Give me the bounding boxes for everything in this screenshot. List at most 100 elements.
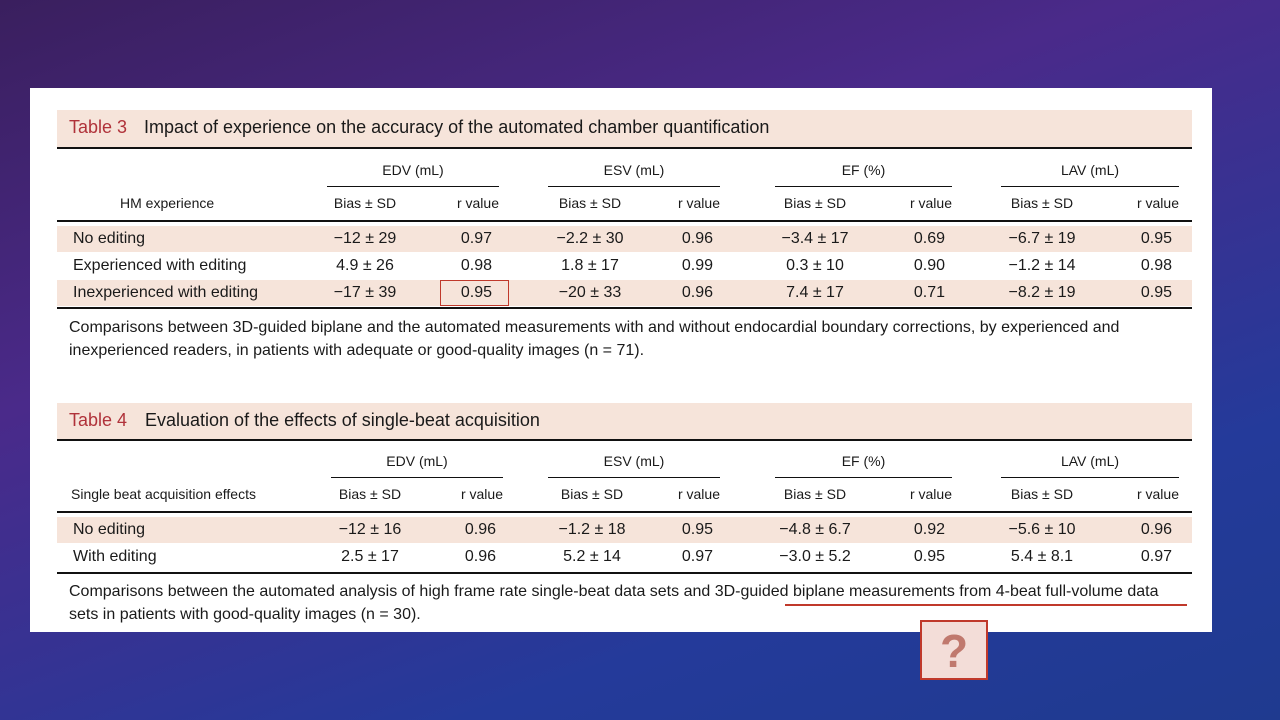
column-header: r value — [1136, 485, 1179, 502]
cell: 0.97 — [681, 548, 713, 565]
cell: 0.95 — [460, 284, 492, 301]
group-rule — [1001, 477, 1179, 478]
row-header: HM experience — [120, 194, 215, 211]
cell: 0.3 ± 10 — [786, 257, 844, 274]
row-label: No editing — [73, 521, 146, 538]
group-rule — [1001, 186, 1179, 187]
column-header: r value — [909, 194, 952, 211]
column-header: Bias ± SD — [560, 485, 624, 502]
row-label: Experienced with editing — [73, 257, 247, 274]
highlight-box — [440, 280, 509, 306]
column-header: r value — [456, 194, 499, 211]
column-header: Bias ± SD — [338, 485, 402, 502]
cell: −3.4 ± 17 — [781, 230, 849, 247]
cell: 2.5 ± 17 — [341, 548, 399, 565]
column-header: Bias ± SD — [1010, 194, 1074, 211]
group-header: EF (%) — [841, 453, 886, 469]
question-mark: ? — [939, 625, 969, 677]
cell: 4.9 ± 26 — [336, 257, 394, 274]
cell: −3.0 ± 5.2 — [779, 548, 851, 565]
column-header: Bias ± SD — [783, 485, 847, 502]
cell: 0.95 — [681, 521, 713, 538]
group-rule — [775, 186, 952, 187]
row-label: With editing — [73, 548, 157, 565]
title-band — [57, 110, 1192, 148]
cell: 0.97 — [1140, 548, 1172, 565]
table-label: Table 3 — [69, 117, 128, 137]
question-box: ? — [920, 620, 988, 680]
column-header: r value — [460, 485, 503, 502]
rule — [57, 572, 1192, 574]
cell: 1.8 ± 17 — [561, 257, 619, 274]
rule — [57, 439, 1192, 441]
highlight-underline — [785, 604, 1187, 606]
group-rule — [548, 186, 720, 187]
group-header: EDV (mL) — [382, 162, 444, 178]
cell: 0.96 — [464, 548, 496, 565]
cell: 0.95 — [1140, 284, 1172, 301]
cell: 0.90 — [913, 257, 945, 274]
group-header: ESV (mL) — [603, 162, 665, 178]
cell: −20 ± 33 — [558, 284, 622, 301]
group-header: LAV (mL) — [1060, 162, 1120, 178]
cell: −8.2 ± 19 — [1008, 284, 1076, 301]
column-header: Bias ± SD — [558, 194, 622, 211]
group-rule — [775, 477, 952, 478]
table-label: Table 4 — [69, 410, 128, 430]
cell: 0.92 — [913, 521, 945, 538]
cell: 0.71 — [913, 284, 945, 301]
column-header: Bias ± SD — [1010, 485, 1074, 502]
cell: −2.2 ± 30 — [556, 230, 624, 247]
cell: −1.2 ± 18 — [558, 521, 626, 538]
cell: 0.95 — [1140, 230, 1172, 247]
row-header: Single beat acquisition effects — [71, 485, 256, 502]
rule — [57, 307, 1192, 309]
cell: −6.7 ± 19 — [1008, 230, 1076, 247]
group-rule — [331, 477, 503, 478]
cell: 5.2 ± 14 — [563, 548, 621, 565]
cell: 0.97 — [460, 230, 492, 247]
cell: 0.98 — [1140, 257, 1172, 274]
column-header: r value — [1136, 194, 1179, 211]
footnote: Comparisons between 3D-guided biplane an… — [69, 319, 1120, 359]
cell: 0.99 — [681, 257, 713, 274]
row-label: No editing — [73, 230, 146, 247]
cell: 0.96 — [1140, 521, 1172, 538]
cell: −17 ± 39 — [333, 284, 397, 301]
cell: 7.4 ± 17 — [786, 284, 844, 301]
rule — [57, 147, 1192, 149]
cell: −5.6 ± 10 — [1008, 521, 1076, 538]
cell: 0.96 — [681, 284, 713, 301]
cell: 0.95 — [913, 548, 945, 565]
group-header: EF (%) — [841, 162, 886, 178]
cell: −12 ± 29 — [333, 230, 397, 247]
column-header: Bias ± SD — [783, 194, 847, 211]
rule — [57, 220, 1192, 222]
cell: −12 ± 16 — [338, 521, 402, 538]
cell: −1.2 ± 14 — [1008, 257, 1076, 274]
table-title: Evaluation of the effects of single-beat… — [145, 410, 540, 430]
footnote: Comparisons between the automated analys… — [69, 583, 1159, 623]
cell: 0.98 — [460, 257, 492, 274]
group-header: ESV (mL) — [603, 453, 665, 469]
group-header: EDV (mL) — [386, 453, 448, 469]
row-label: Inexperienced with editing — [73, 284, 259, 301]
row-band — [57, 280, 1192, 306]
group-header: LAV (mL) — [1060, 453, 1120, 469]
group-rule — [548, 477, 720, 478]
rule — [57, 511, 1192, 513]
cell: 0.96 — [681, 230, 713, 247]
column-header: r value — [677, 194, 720, 211]
column-header: r value — [909, 485, 952, 502]
cell: 5.4 ± 8.1 — [1010, 548, 1074, 565]
cell: 0.69 — [913, 230, 945, 247]
cell: 0.96 — [464, 521, 496, 538]
table-title: Impact of experience on the accuracy of … — [144, 117, 770, 137]
column-header: r value — [677, 485, 720, 502]
group-rule — [327, 186, 499, 187]
row-band — [57, 517, 1192, 543]
cell: −4.8 ± 6.7 — [779, 521, 851, 538]
column-header: Bias ± SD — [333, 194, 397, 211]
title-band — [57, 403, 1192, 440]
